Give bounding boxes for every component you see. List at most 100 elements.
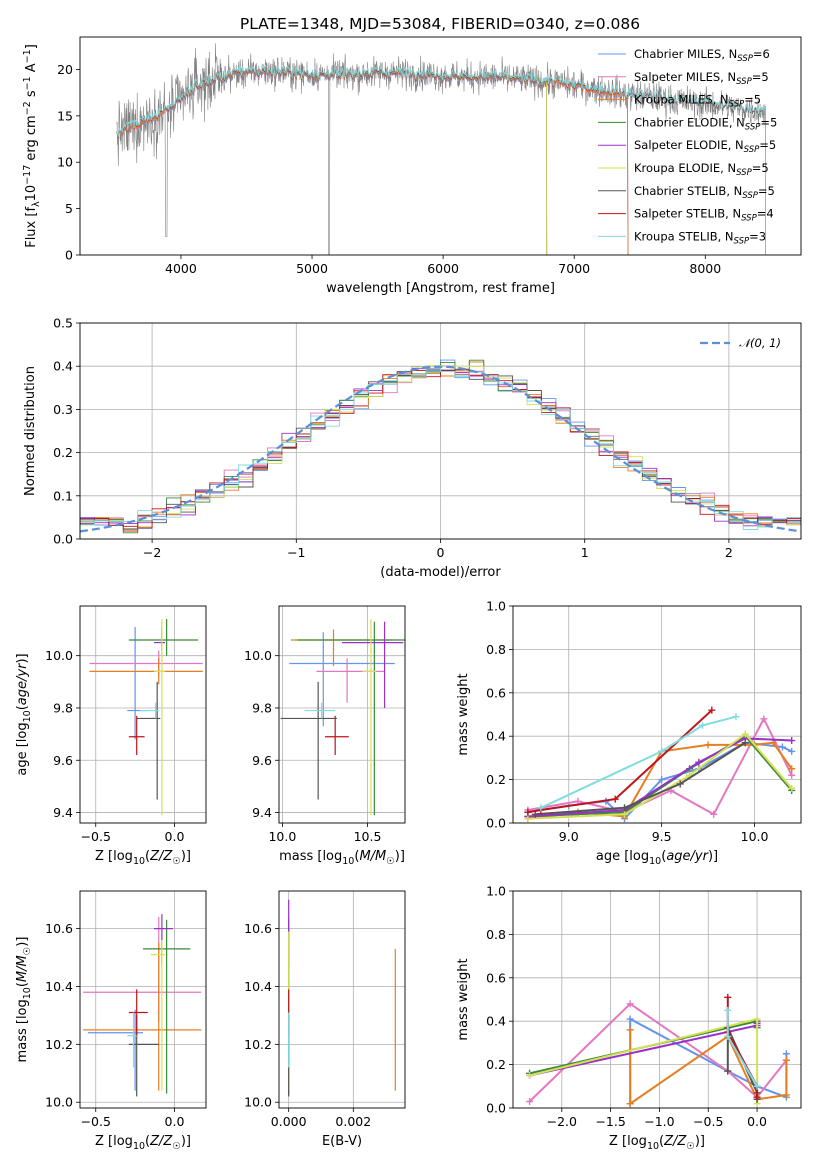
- legend-tail: =6: [753, 47, 770, 61]
- errorbar-5: [154, 619, 166, 816]
- y-axis-label: mass weight: [456, 673, 471, 755]
- errorbar-7: [324, 715, 349, 756]
- y-tick-label: 1.0: [486, 884, 506, 899]
- errorbar-8: [304, 702, 336, 719]
- y-tick-label: 0.8: [486, 642, 506, 657]
- y-tick-label: 0.2: [486, 772, 506, 787]
- errorbar-2: [290, 629, 394, 667]
- errorbar-5: [362, 619, 377, 816]
- mass_vs_Z-frame: [79, 890, 207, 1109]
- x-axis-label-part: 10: [133, 1141, 145, 1152]
- x-tick-label: 6000: [427, 261, 459, 276]
- x-tick-label: 5000: [296, 261, 328, 276]
- errorbar-5: [150, 940, 166, 1091]
- errorbar-0: [289, 632, 395, 727]
- mass-weight-marker: [658, 747, 666, 755]
- mass-weight-marker: [524, 808, 532, 816]
- legend-label-3: Chabrier ELODIE, NSSP=5: [634, 115, 777, 132]
- x-axis-label-part: (: [354, 849, 359, 864]
- legend-text: Salpeter ELODIE, N: [634, 138, 744, 152]
- mass-weight-marker: [782, 1050, 790, 1058]
- y-tick-label: 0.5: [53, 316, 73, 331]
- mass-weight-marker: [724, 1006, 732, 1014]
- mass-weight-marker: [778, 743, 786, 751]
- x-axis-label-part: )]: [708, 849, 718, 864]
- y-tick-label: 1.0: [486, 599, 506, 614]
- y-tick-label: 10.0: [244, 648, 272, 663]
- y-axis-label: Normed distribution: [23, 366, 38, 496]
- x-axis-label-part: Z [log: [609, 1134, 647, 1149]
- errorbar-4: [342, 621, 404, 708]
- mass-weight-marker: [732, 713, 740, 721]
- mass-weight-marker: [526, 1071, 534, 1079]
- y-axis-label-part: Normed distribution: [23, 366, 38, 496]
- legend-label-1: Salpeter MILES, NSSP=5: [634, 70, 769, 87]
- x-axis-label-part: mass [log: [279, 849, 342, 864]
- y-tick-label: 10.4: [45, 979, 73, 994]
- mass-weight-line-7: [527, 709, 713, 814]
- mass-weight-marker: [782, 1056, 790, 1064]
- y-tick-label: 9.4: [252, 805, 272, 820]
- legend-tail: =5: [760, 115, 777, 129]
- x-tick-label: −0.5: [81, 1114, 111, 1129]
- y-tick-label: 0: [65, 248, 73, 263]
- mass-weight-line-6: [535, 741, 746, 816]
- mass_weight_vs_Z-plot-area: [526, 993, 790, 1108]
- spectrum-frame: [79, 36, 802, 256]
- mass_vs_Z-axes: −0.5 0.010.010.210.410.6Z [log10(Z/Z☉)]ma…: [15, 890, 207, 1152]
- errorbar-7: [128, 989, 148, 1036]
- mass-weight-marker: [788, 737, 796, 745]
- y-tick-label: 9.6: [252, 753, 272, 768]
- errorbar-3: [128, 619, 199, 656]
- x-tick-label: 10.0: [268, 829, 296, 844]
- x-axis-label-part: Z [log: [95, 1134, 133, 1149]
- y-tick-label: 10.4: [244, 979, 272, 994]
- legend-label-7: Salpeter STELIB, NSSP=4: [634, 207, 774, 224]
- legend-tail: =4: [757, 207, 774, 221]
- y-axis-label-part: s: [24, 90, 39, 101]
- y-axis-label-part: λ: [31, 201, 42, 207]
- y-axis-label-part: 10: [22, 987, 33, 999]
- mass-weight-marker: [626, 1100, 634, 1108]
- errorbar-2: [89, 658, 203, 685]
- y-axis-label: mass weight: [456, 958, 471, 1040]
- legend-sub: SSP: [734, 236, 750, 246]
- y-tick-label: 0.0: [486, 1101, 506, 1116]
- x-axis-label-part: ☉: [386, 856, 395, 867]
- x-axis-label-part: Z/Z: [149, 849, 173, 864]
- legend-text: Kroupa MILES, N: [634, 93, 729, 107]
- mass-weight-marker: [620, 810, 628, 818]
- age_vs_mass-frame: [278, 605, 406, 824]
- errorbar-4: [154, 914, 173, 964]
- x-axis-label: mass [log10(M/M☉)]: [279, 849, 405, 867]
- x-axis-label-part: 10: [649, 856, 661, 867]
- mass-weight-marker: [526, 1097, 534, 1105]
- mass-weight-marker: [620, 804, 628, 812]
- mass-weight-line-2: [629, 1029, 788, 1106]
- x-tick-label: 0.000: [271, 1114, 307, 1129]
- mass_weight_vs_Z-axes: −2.0 −1.5 −1.0 −0.5 0.0 0.0 0.2 0.4 0.6 0.8 1.0 Z […: [456, 884, 802, 1152]
- y-tick-label: 0.2: [486, 1057, 506, 1072]
- mass-weight-marker: [626, 1026, 634, 1034]
- x-axis-label-part: ☉: [172, 1141, 181, 1152]
- y-axis-label-part: 10: [22, 710, 33, 722]
- y-tick-label: 9.8: [252, 700, 272, 715]
- y-axis-label-part: ]: [24, 44, 39, 49]
- legend-text: Chabrier ELODIE, N: [634, 115, 745, 129]
- legend-sub: SSP: [736, 77, 752, 87]
- y-tick-label: 9.6: [53, 753, 73, 768]
- mass-weight-line-3: [527, 734, 793, 818]
- mass-weight-marker: [741, 739, 749, 747]
- age_vs_Z-frame: [79, 605, 207, 824]
- age_vs_Z-plot-area: [89, 619, 203, 816]
- errorbar-6: [280, 681, 337, 800]
- y-tick-label: 20: [57, 62, 73, 77]
- x-tick-label: −1: [287, 545, 305, 560]
- x-axis-label-part: age/yr: [666, 849, 709, 864]
- errorbar-3: [297, 621, 405, 816]
- spectrum-data-line: [116, 43, 766, 255]
- x-axis-label-part: (: [145, 1134, 150, 1149]
- x-axis-label-part: Z/Z: [663, 1134, 687, 1149]
- errorbar-1: [83, 917, 202, 1022]
